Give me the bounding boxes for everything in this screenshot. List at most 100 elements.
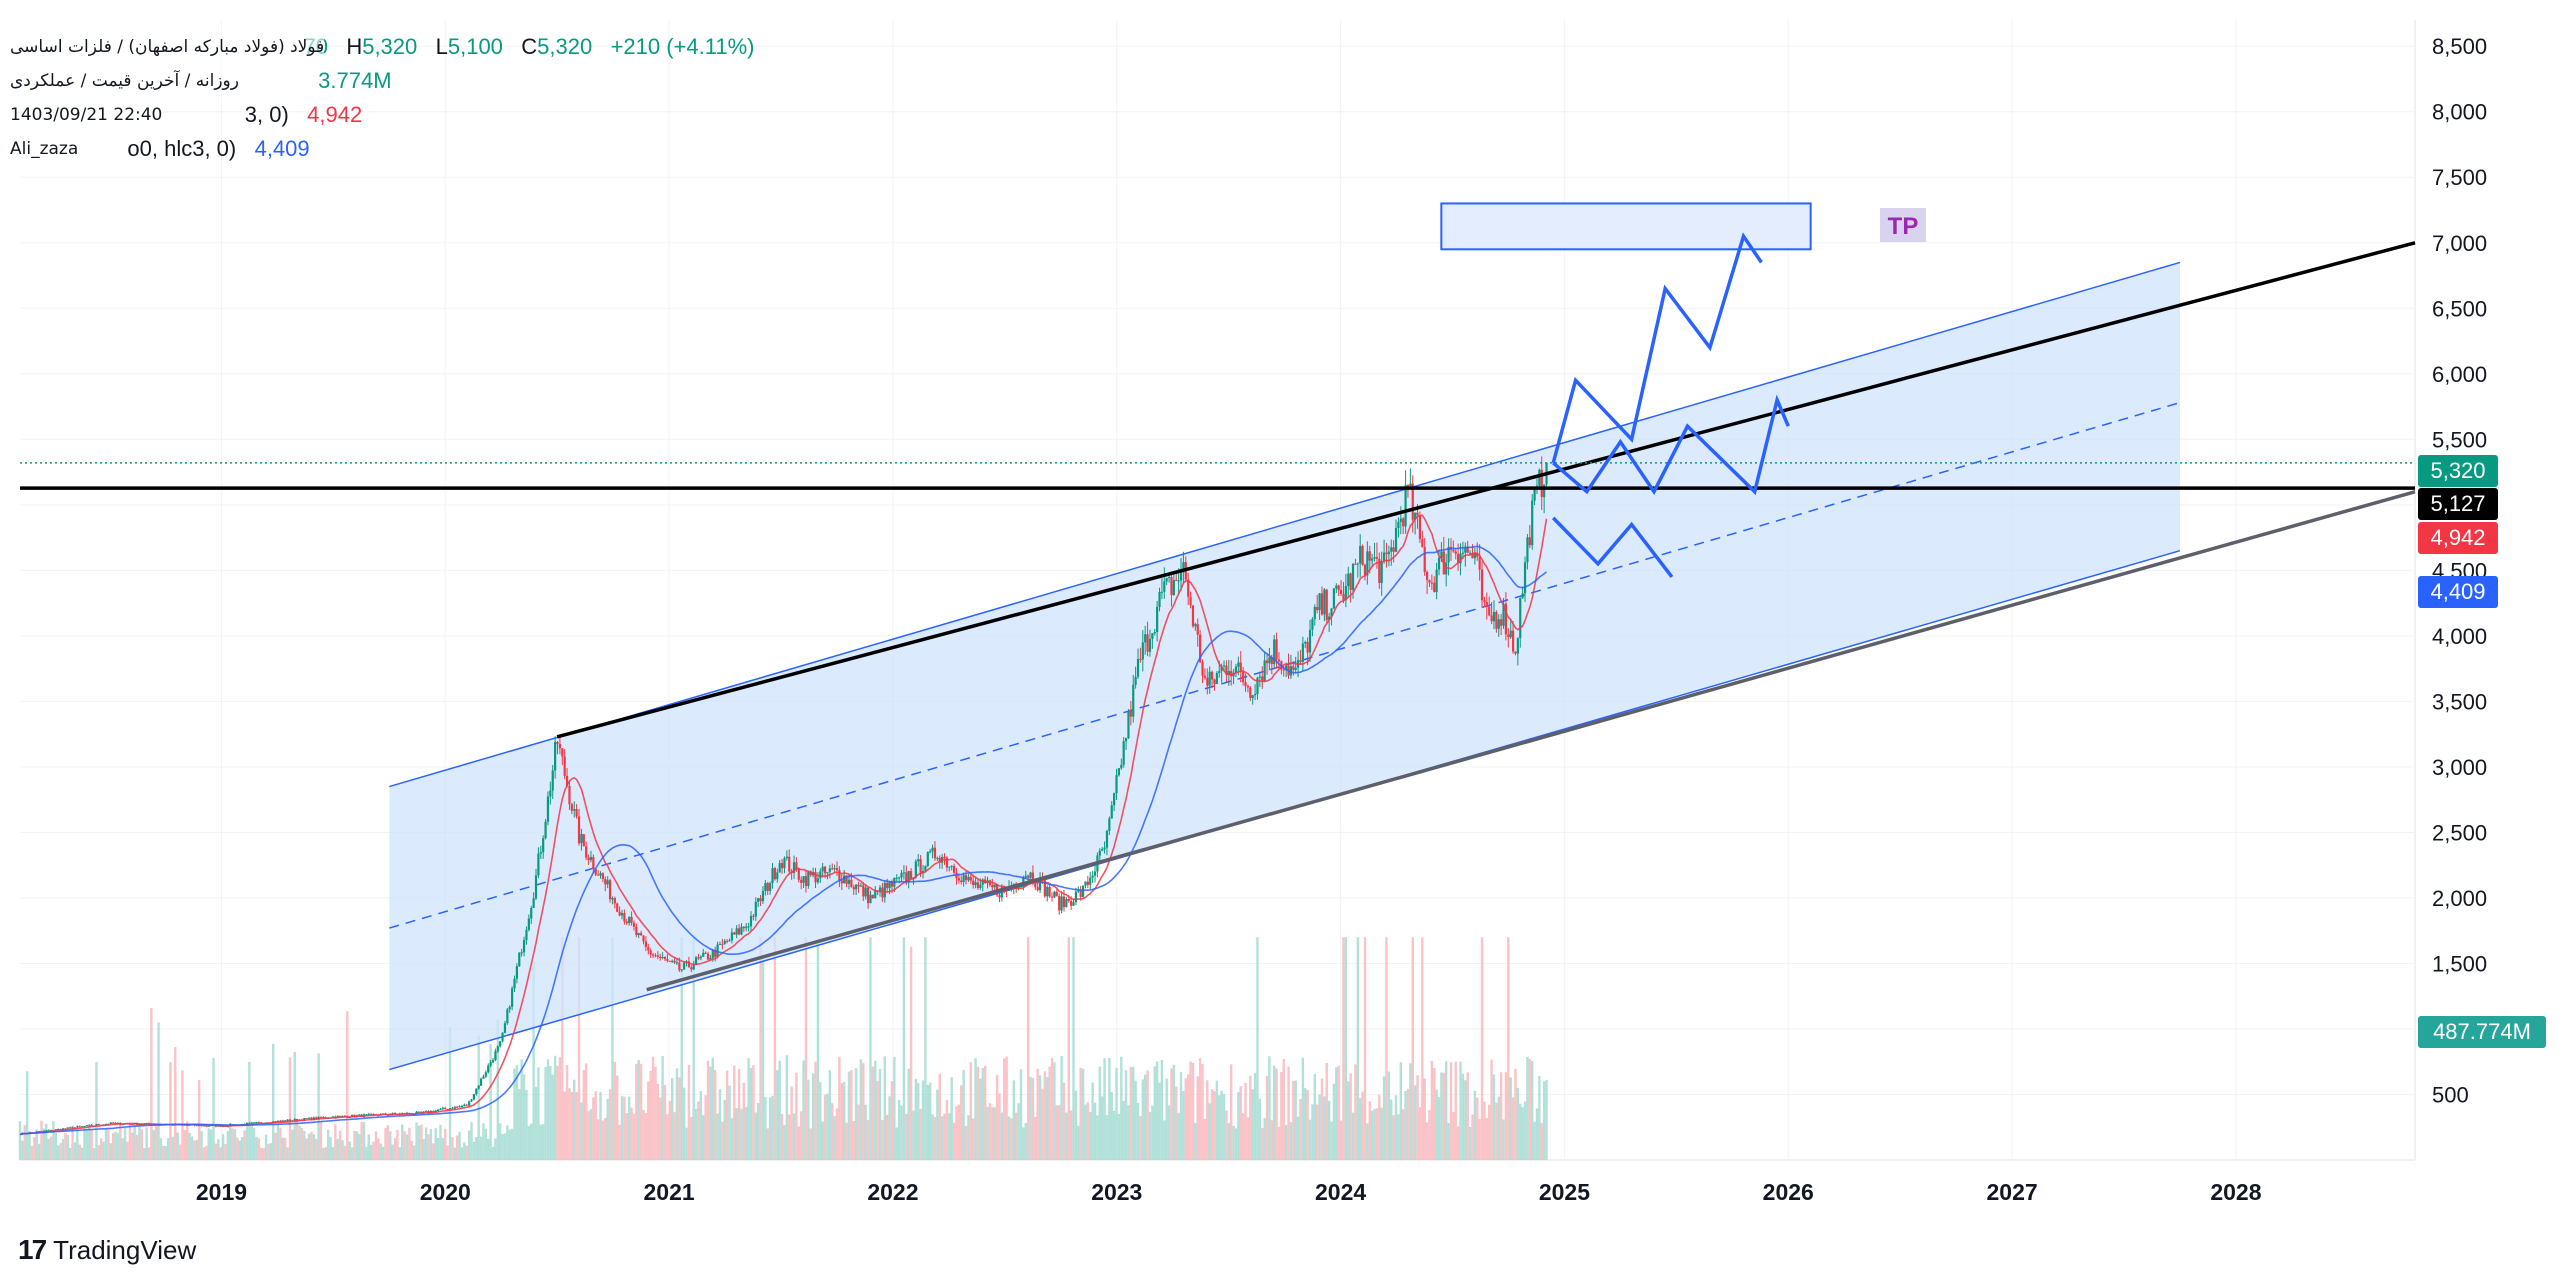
candle-body — [711, 949, 714, 958]
legend-ma-fast-params: 3, 0) — [244, 102, 289, 127]
candle-body — [952, 866, 956, 873]
candle-body — [95, 1124, 98, 1126]
candle-body — [1134, 676, 1137, 685]
volume-bar — [833, 1116, 836, 1160]
candle-body — [1440, 551, 1443, 558]
candle-body — [1146, 634, 1149, 652]
candle-body — [690, 967, 693, 970]
price-labels: 5,320 5,127 4,942 4,409 487.774M — [2418, 455, 2546, 1048]
volume-bar — [83, 1128, 86, 1160]
candle-body — [518, 952, 521, 967]
candle-body — [972, 880, 975, 886]
candle-body — [1153, 631, 1156, 634]
candle-body — [561, 748, 564, 757]
volume-bar — [632, 1113, 636, 1160]
volume-bar — [1468, 1126, 1472, 1160]
x-tick-label: 2023 — [1091, 1179, 1142, 1205]
candle-body — [425, 1111, 428, 1113]
candle-body — [919, 859, 922, 874]
candle-body — [874, 890, 877, 899]
candle-body — [1237, 662, 1240, 667]
volume-bar — [1330, 1121, 1333, 1160]
volume-bar — [1356, 937, 1360, 1160]
volume-bar — [1454, 1061, 1457, 1160]
volume-bar — [245, 1125, 249, 1160]
candle-body — [1421, 538, 1424, 547]
y-tick-label: 3,000 — [2432, 755, 2487, 780]
volume-bar — [166, 1138, 170, 1160]
volume-bar — [458, 1131, 461, 1160]
volume-bar — [1172, 1064, 1176, 1160]
candle-body — [1268, 657, 1271, 664]
volume-bar — [410, 1140, 413, 1160]
candle-body — [1392, 547, 1395, 552]
candle-body — [539, 852, 542, 854]
volume-bar — [577, 937, 581, 1160]
candle-body — [1320, 593, 1324, 615]
candle-body — [563, 756, 566, 776]
candle-body — [1139, 658, 1142, 660]
volume-bar — [783, 1125, 786, 1160]
volume-bar — [267, 1143, 270, 1160]
volume-bar — [1100, 1096, 1104, 1160]
candle-body — [307, 1117, 311, 1119]
candle-body — [1299, 660, 1302, 662]
volume-bar — [272, 1043, 275, 1160]
candle-body — [1141, 642, 1144, 660]
candle-body — [608, 880, 612, 900]
volume-bar — [1416, 1075, 1419, 1160]
candle-body — [1500, 619, 1503, 626]
volume-bar — [386, 1125, 390, 1160]
candle-body — [305, 1118, 308, 1120]
channel-middle-line — [389, 401, 2181, 929]
candle-body — [1115, 775, 1118, 794]
volume-bar — [931, 1114, 934, 1160]
candle-body — [847, 879, 851, 884]
volume-bar — [1158, 1082, 1161, 1160]
candle-body — [1531, 500, 1534, 546]
candle-body — [1325, 589, 1328, 621]
candle-body — [933, 847, 937, 859]
candle-body — [1093, 871, 1097, 876]
candle-body — [1251, 695, 1254, 698]
time-axis: 2019 2020 2021 2022 2023 2024 2025 2026 2027 2028 — [196, 1179, 2262, 1205]
footer-branding[interactable]: 17 TradingView — [18, 1234, 196, 1266]
volume-bar — [487, 1138, 490, 1160]
volume-bar — [274, 1132, 277, 1160]
volume-bar — [1308, 1119, 1312, 1160]
candle-body — [288, 1119, 292, 1121]
candle-body — [1265, 660, 1269, 664]
volume-bar — [565, 1065, 569, 1160]
volume-bar — [1437, 1097, 1441, 1160]
candle-body — [513, 978, 516, 989]
candle-body — [587, 857, 590, 861]
candle-body — [568, 785, 571, 805]
volume-bar — [1155, 1061, 1159, 1160]
candle-body — [1242, 672, 1245, 683]
candle-body — [1086, 881, 1089, 885]
volume-bars — [18, 937, 1548, 1160]
volume-bar — [381, 1146, 385, 1160]
volume-bar — [324, 1147, 327, 1160]
volume-bar — [673, 1112, 676, 1160]
candle-body — [1323, 589, 1326, 615]
volume-bar — [831, 1103, 834, 1160]
candle-body — [1387, 551, 1390, 555]
candle-body — [1189, 596, 1192, 606]
volume-bar — [682, 1087, 686, 1160]
volume-bar — [940, 1116, 944, 1160]
candle-body — [1165, 578, 1168, 582]
candle-body — [706, 953, 710, 960]
volume-bar — [207, 1128, 210, 1160]
volume-bar — [1112, 1111, 1116, 1160]
volume-bar — [828, 1070, 832, 1160]
candle-body — [1318, 593, 1321, 611]
volume-bar — [186, 1121, 189, 1160]
candle-body — [441, 1107, 444, 1109]
candle-body — [1098, 850, 1101, 856]
candle-body — [1225, 665, 1228, 675]
volume-bar — [97, 1144, 101, 1160]
volume-bar — [1471, 1114, 1474, 1160]
volume-price-label: 487.774M — [2418, 1016, 2546, 1048]
